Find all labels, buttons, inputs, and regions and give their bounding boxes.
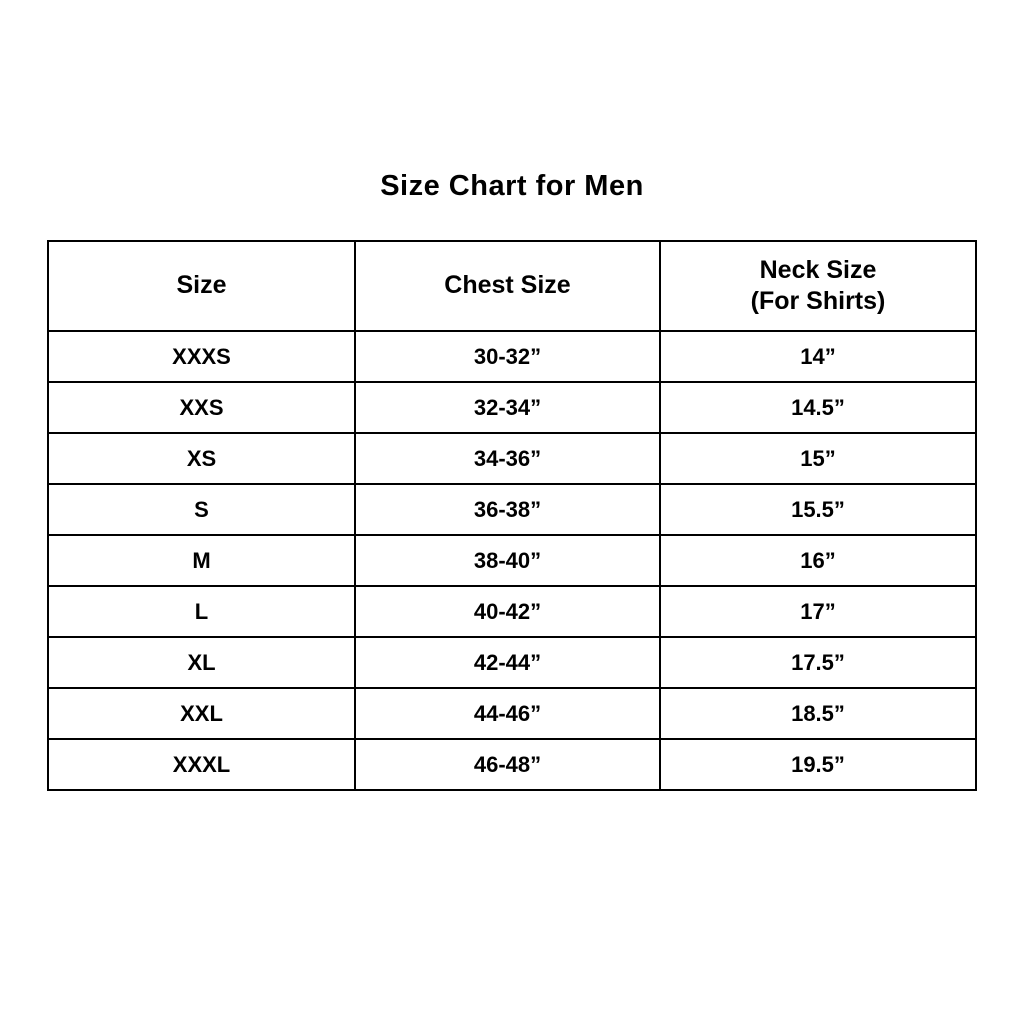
header-neck-size: Neck Size (For Shirts) [659,240,977,332]
neck-size-cell: 16” [659,534,977,587]
chest-size-cell: 46-48” [354,738,661,791]
header-neck-size-line2: (For Shirts) [750,287,886,315]
table-row: XXXS 30-32” 14” [47,330,977,383]
neck-size-cell: 17” [659,585,977,638]
size-chart-table: Size Chest Size Neck Size (For Shirts) X… [47,240,977,791]
chest-size-cell: 44-46” [354,687,661,740]
size-cell: XXL [47,687,356,740]
chest-size-cell: 34-36” [354,432,661,485]
table-header-row: Size Chest Size Neck Size (For Shirts) [47,240,977,332]
size-cell: XXXS [47,330,356,383]
table-row: M 38-40” 16” [47,534,977,587]
size-cell: M [47,534,356,587]
chest-size-cell: 36-38” [354,483,661,536]
neck-size-cell: 14.5” [659,381,977,434]
table-row: L 40-42” 17” [47,585,977,638]
neck-size-cell: 18.5” [659,687,977,740]
size-cell: XXXL [47,738,356,791]
table-row: S 36-38” 15.5” [47,483,977,536]
chest-size-cell: 30-32” [354,330,661,383]
chest-size-cell: 42-44” [354,636,661,689]
table-row: XXXL 46-48” 19.5” [47,738,977,791]
size-cell: XS [47,432,356,485]
table-row: XXS 32-34” 14.5” [47,381,977,434]
chest-size-cell: 32-34” [354,381,661,434]
page-title: Size Chart for Men [380,170,644,202]
chest-size-cell: 38-40” [354,534,661,587]
neck-size-cell: 14” [659,330,977,383]
table-row: XXL 44-46” 18.5” [47,687,977,740]
size-cell: L [47,585,356,638]
table-row: XS 34-36” 15” [47,432,977,485]
size-cell: XL [47,636,356,689]
header-chest-size: Chest Size [354,240,661,332]
neck-size-cell: 19.5” [659,738,977,791]
chest-size-cell: 40-42” [354,585,661,638]
neck-size-cell: 17.5” [659,636,977,689]
size-cell: S [47,483,356,536]
size-cell: XXS [47,381,356,434]
neck-size-cell: 15” [659,432,977,485]
table-row: XL 42-44” 17.5” [47,636,977,689]
header-size: Size [47,240,356,332]
header-neck-size-line1: Neck Size [759,255,877,284]
neck-size-cell: 15.5” [659,483,977,536]
